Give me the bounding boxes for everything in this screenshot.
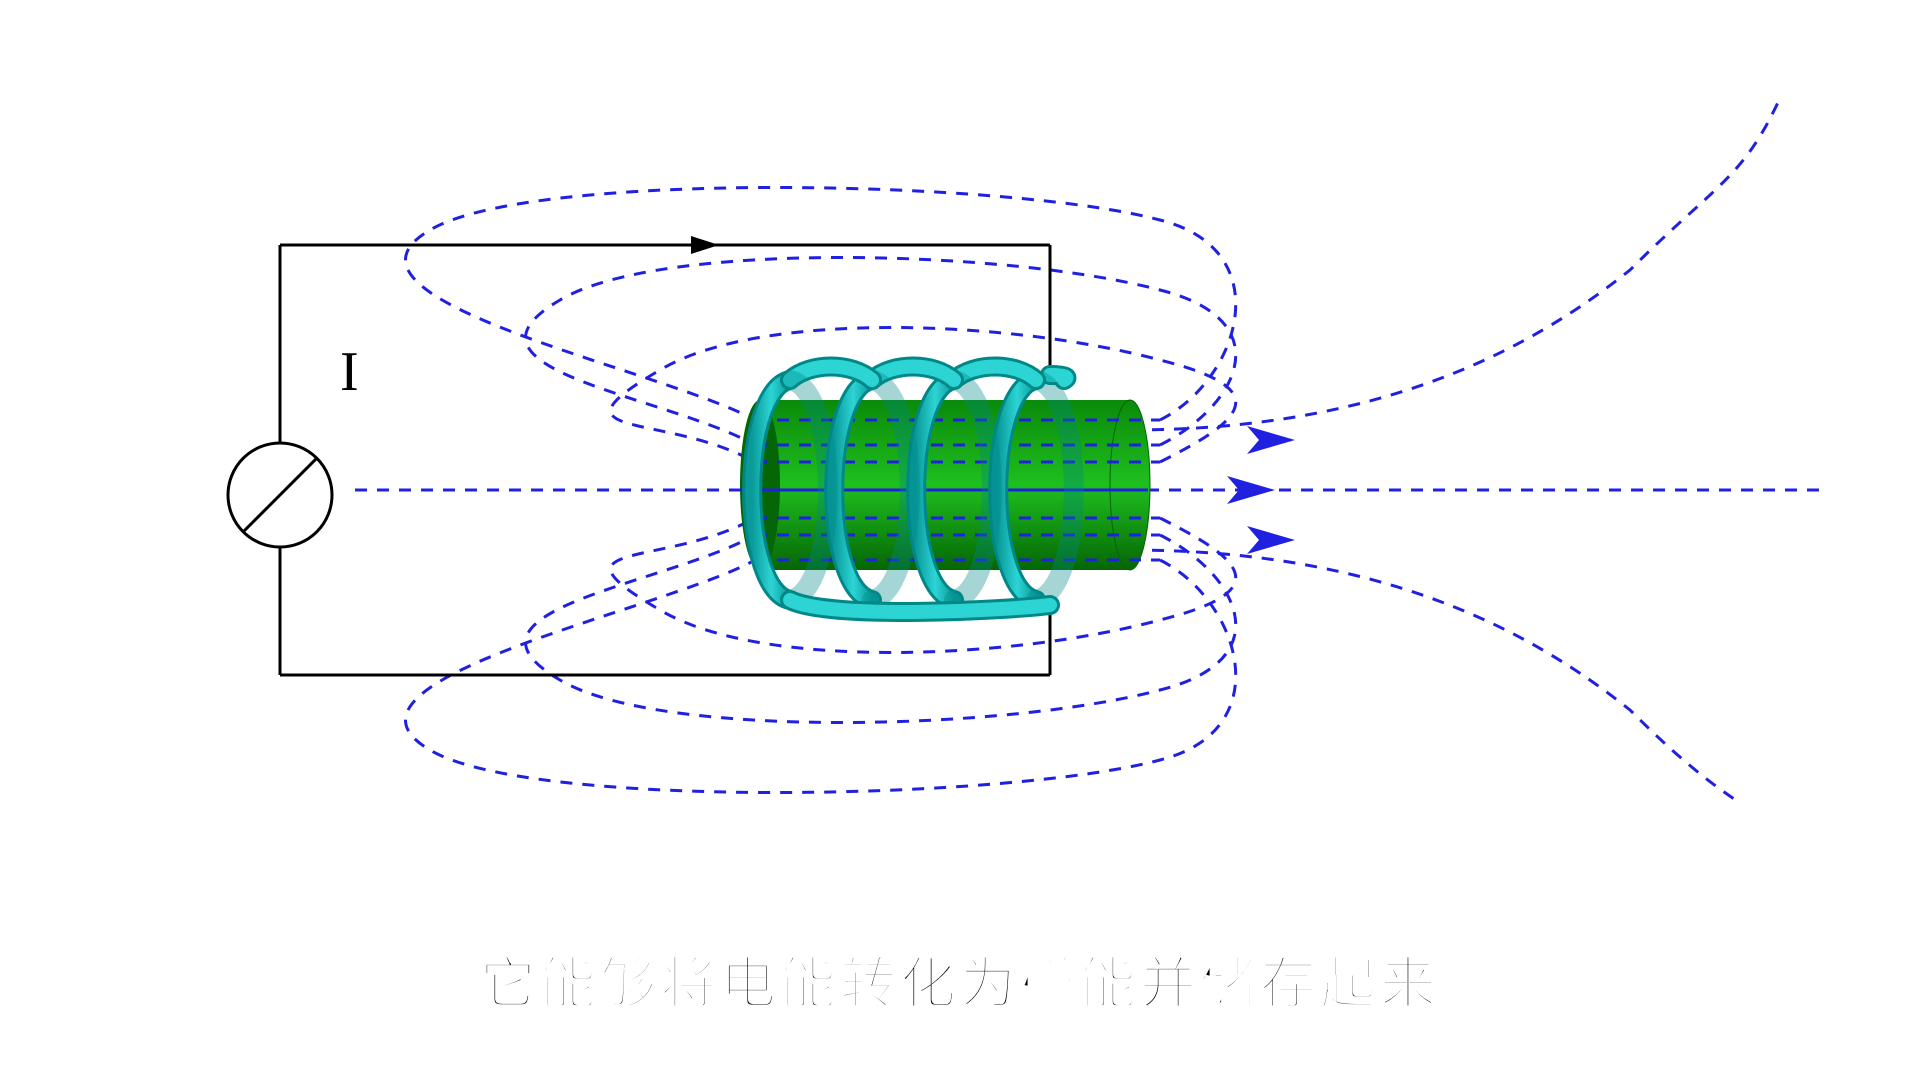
caption-text: 它能够将电能转化为磁能并储存起来: [0, 939, 1920, 1020]
solenoid-diagram: I: [100, 100, 1820, 800]
current-label: I: [340, 341, 359, 403]
field-arrow-icon: [1227, 476, 1275, 504]
field-arrow-icon: [1247, 526, 1295, 554]
core-cylinder: [740, 400, 1150, 570]
current-arrow-icon: [691, 236, 719, 254]
field-arrow-icon: [1247, 426, 1295, 454]
diagram-container: I: [100, 100, 1820, 800]
